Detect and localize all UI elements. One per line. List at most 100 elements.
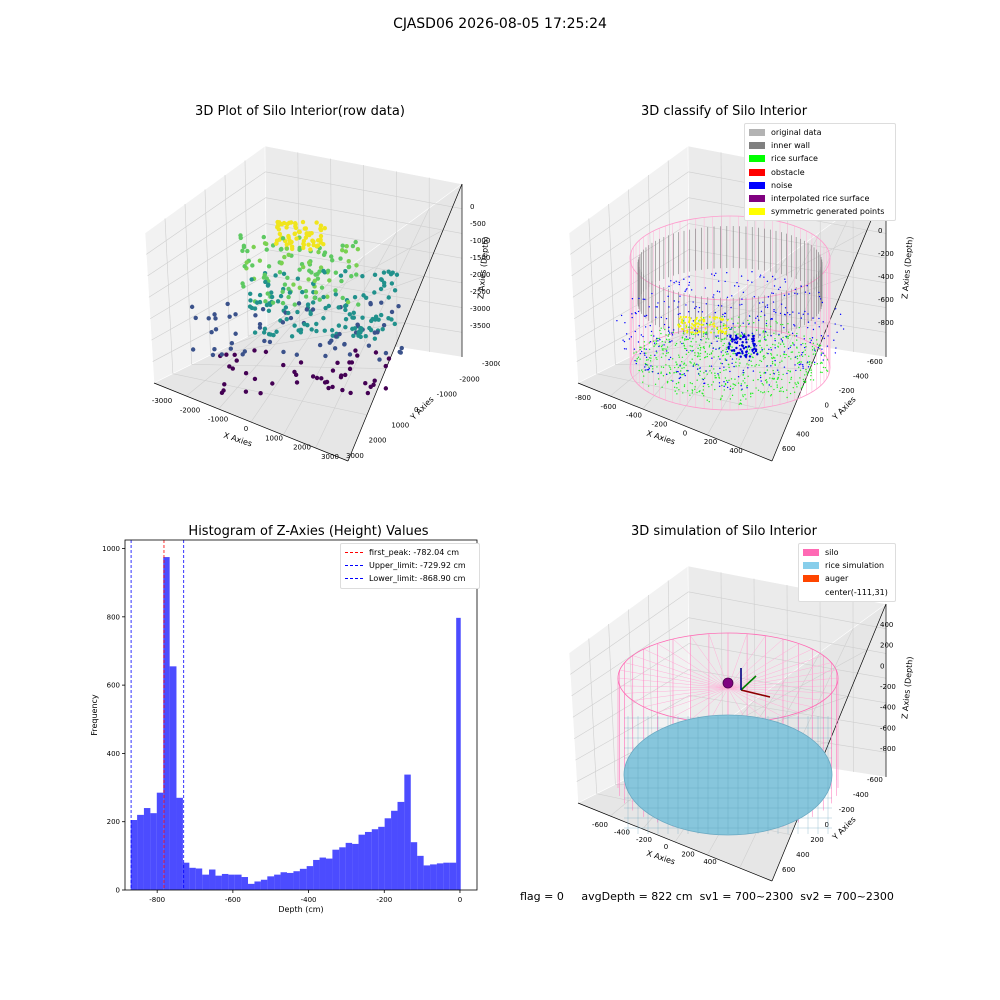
data-point xyxy=(232,352,237,358)
data-point xyxy=(292,231,297,237)
rice-surface-point xyxy=(703,372,705,374)
noise-point xyxy=(665,373,668,376)
rice-surface-point xyxy=(713,356,715,358)
silo-roof-line xyxy=(643,648,729,689)
rice-surface-point xyxy=(762,384,765,386)
x-tick-label: -800 xyxy=(149,896,165,904)
data-point xyxy=(313,290,319,295)
rice-surface-point xyxy=(723,323,725,325)
rice-surface-point xyxy=(709,353,711,356)
rice-surface-point xyxy=(717,355,720,358)
symmetric-point xyxy=(725,330,728,333)
histogram-bar xyxy=(260,879,268,890)
rice-surface-point xyxy=(713,368,715,370)
y-tick-label: 1000 xyxy=(391,421,409,429)
rice-surface-point xyxy=(674,366,676,369)
data-point xyxy=(264,302,270,308)
noise-point xyxy=(834,352,837,354)
data-point xyxy=(265,291,270,296)
rice-surface-point xyxy=(770,346,772,349)
data-point xyxy=(363,380,368,386)
noise-point xyxy=(796,293,799,295)
rice-surface-point xyxy=(717,337,720,340)
rice-surface-point xyxy=(742,380,744,382)
rice-surface-point xyxy=(808,355,810,357)
rice-surface-point xyxy=(724,377,727,379)
symmetric-point xyxy=(697,325,700,328)
rice-surface-point xyxy=(759,374,762,377)
rice-surface-point xyxy=(691,390,694,392)
rice-surface-point xyxy=(640,346,642,349)
symmetric-point xyxy=(694,325,697,328)
data-point xyxy=(305,322,310,328)
grid-line xyxy=(330,158,333,338)
rice-surface-point xyxy=(705,338,707,340)
rice-surface-point xyxy=(769,325,772,328)
data-point xyxy=(261,330,267,335)
data-point xyxy=(277,231,283,237)
rice-surface-point xyxy=(706,373,708,375)
noise-point xyxy=(809,341,811,344)
rice-surface-point xyxy=(762,330,765,332)
data-point xyxy=(340,243,345,248)
noise-point xyxy=(740,275,743,277)
data-point xyxy=(277,270,283,275)
noise-point xyxy=(812,328,815,331)
rice-surface-point xyxy=(680,370,682,372)
rice-surface-point xyxy=(674,390,676,392)
noise-point xyxy=(827,335,829,337)
rice-surface-point xyxy=(689,345,691,347)
data-point xyxy=(333,334,339,339)
legend-entry: auger xyxy=(803,572,891,585)
symmetric-point xyxy=(679,324,682,327)
noise-point xyxy=(804,291,807,293)
rice-surface-point xyxy=(665,338,668,341)
x-tick-label: 200 xyxy=(704,438,717,446)
grid-line xyxy=(688,591,887,630)
classify-legend: original data inner wall rice surface obsta… xyxy=(744,123,896,222)
x-tick-label: -2000 xyxy=(180,406,200,414)
rice-surface-point xyxy=(645,352,647,354)
rice-surface-point xyxy=(723,389,725,391)
rice-surface-point xyxy=(705,331,708,333)
noise-point xyxy=(646,369,649,371)
data-point xyxy=(270,300,276,305)
rice-surface-point xyxy=(671,358,674,360)
center-x-arrow xyxy=(740,689,771,698)
data-point xyxy=(360,315,365,320)
noise-point xyxy=(688,281,691,284)
noise-point xyxy=(800,344,802,346)
rice-surface-point xyxy=(724,358,726,360)
noise-point xyxy=(645,348,647,350)
grid-line xyxy=(571,197,689,277)
noise-point xyxy=(694,307,696,310)
noise-point xyxy=(786,372,788,375)
rice-surface-point xyxy=(751,364,753,367)
noise-point xyxy=(713,274,716,277)
rice-surface-point xyxy=(742,394,744,396)
rice-surface-point xyxy=(797,382,800,385)
rice-surface-point xyxy=(661,386,663,388)
noise-point xyxy=(752,351,756,355)
noise-point xyxy=(770,365,772,367)
data-point xyxy=(291,282,296,287)
grid-line xyxy=(184,203,192,365)
data-point xyxy=(289,334,295,339)
data-point xyxy=(378,312,384,318)
noise-point xyxy=(763,276,765,278)
data-point xyxy=(351,333,356,338)
rice-surface-point xyxy=(796,332,798,335)
rice-surface-point xyxy=(675,361,677,363)
data-point xyxy=(347,352,353,357)
rice-surface-point xyxy=(699,352,702,355)
data-point xyxy=(366,343,372,348)
noise-point xyxy=(685,289,687,291)
histogram-bars xyxy=(130,557,461,890)
histogram-bar xyxy=(417,855,424,890)
data-point xyxy=(372,378,377,383)
rice-surface-point xyxy=(702,385,705,388)
data-point xyxy=(309,327,314,332)
noise-point xyxy=(786,312,789,314)
data-point xyxy=(209,329,214,335)
rice-surface-point xyxy=(689,382,692,384)
